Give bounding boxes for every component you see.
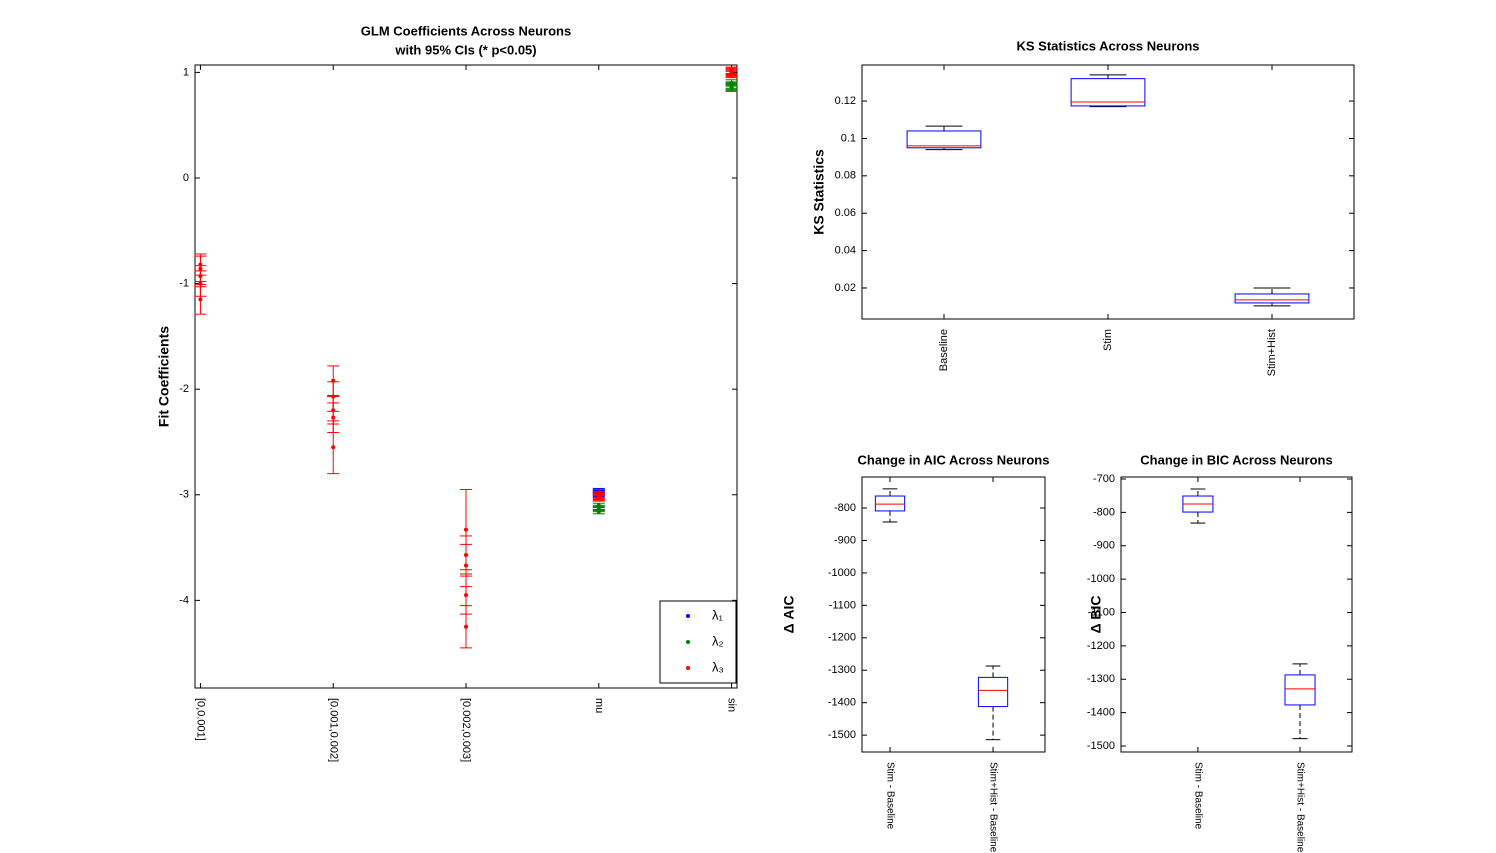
- x-tick-label: Stim: [1102, 329, 1114, 351]
- legend-label: λ₃: [712, 659, 724, 674]
- y-tick-label: -4: [179, 594, 189, 606]
- point: [198, 297, 203, 302]
- box: [1070, 78, 1146, 107]
- y-tick-label: -2: [179, 383, 189, 395]
- y-tick-label: -1300: [1087, 673, 1115, 685]
- y-tick-label: -1200: [828, 632, 856, 644]
- x-tick-label: [0.002,0.003]: [460, 698, 472, 762]
- y-tick-label: -700: [1093, 473, 1115, 485]
- y-tick-label: -1100: [1088, 606, 1115, 618]
- y-tick-label: 0: [183, 172, 189, 184]
- x-tick-label: Stim+Hist - Baseline: [1294, 762, 1305, 853]
- y-axis-label: Δ BIC: [1088, 595, 1104, 633]
- point: [729, 80, 734, 85]
- y-axis-label: KS Statistics: [811, 149, 827, 235]
- plot-area: [861, 476, 1046, 753]
- x-tick-label: Baseline: [938, 329, 950, 371]
- y-tick-label: 0.02: [835, 282, 856, 294]
- y-tick-label: -800: [1093, 506, 1115, 518]
- plot-area: [1120, 476, 1353, 753]
- box: [1234, 293, 1310, 304]
- box: [874, 495, 906, 512]
- box: [977, 676, 1009, 708]
- y-tick-label: -1500: [1087, 740, 1115, 752]
- box: [1284, 674, 1316, 706]
- y-tick-label: -800: [834, 502, 856, 514]
- chart-title: Change in AIC Across Neurons: [858, 452, 1050, 467]
- y-tick-label: -900: [834, 534, 856, 546]
- y-tick-label: -1000: [1087, 573, 1115, 585]
- box: [906, 130, 982, 149]
- y-tick-label: 0.06: [835, 207, 856, 219]
- x-tick-label: Stim+Hist - Baseline: [987, 762, 998, 853]
- point: [464, 563, 468, 568]
- y-tick-label: -1500: [828, 729, 856, 741]
- chart-subtitle: with 95% CIs (* p<0.05): [394, 42, 536, 57]
- legend-marker: [686, 614, 690, 618]
- point: [331, 415, 336, 420]
- point: [596, 509, 601, 514]
- point: [729, 68, 734, 73]
- y-tick-label: -900: [1093, 540, 1115, 552]
- x-tick-label: Stim - Baseline: [884, 762, 895, 830]
- legend-marker: [686, 666, 690, 670]
- y-tick-label: -1200: [1087, 640, 1115, 652]
- y-tick-label: 1: [183, 66, 189, 78]
- chart-title: GLM Coefficients Across Neurons: [361, 23, 571, 38]
- point: [464, 593, 468, 598]
- y-tick-label: -1100: [829, 599, 856, 611]
- point: [464, 624, 468, 629]
- y-tick-label: 0.12: [835, 95, 856, 107]
- plot-area: [861, 64, 1355, 320]
- y-tick-label: -1400: [1087, 707, 1115, 719]
- x-tick-label: sin: [726, 698, 738, 712]
- legend-label: λ₂: [712, 633, 724, 648]
- y-tick-label: 0.08: [835, 170, 856, 182]
- point: [596, 495, 601, 500]
- legend-box: [659, 600, 737, 684]
- y-axis-label: Δ AIC: [781, 595, 797, 633]
- y-tick-label: -1400: [828, 697, 856, 709]
- y-tick-label: -1300: [828, 664, 856, 676]
- y-tick-label: 0.04: [835, 245, 856, 257]
- x-tick-label: Stim+Hist: [1266, 329, 1278, 376]
- y-tick-label: -1000: [828, 567, 856, 579]
- y-tick-label: 0.1: [841, 132, 856, 144]
- y-tick-label: -1: [179, 277, 189, 289]
- legend-label: λ₁: [712, 607, 724, 622]
- y-axis-label: Fit Coefficients: [156, 326, 172, 427]
- y-tick-label: -3: [179, 489, 189, 501]
- x-tick-label: [0.001,0.002]: [327, 698, 339, 762]
- x-tick-label: Stim - Baseline: [1192, 762, 1203, 830]
- chart-title: Change in BIC Across Neurons: [1140, 452, 1332, 467]
- x-tick-label: mu: [593, 698, 605, 713]
- chart-title: KS Statistics Across Neurons: [1016, 38, 1199, 53]
- legend-marker: [686, 640, 690, 644]
- point: [331, 445, 336, 450]
- x-tick-label: [0,0.001]: [195, 698, 207, 741]
- point: [464, 527, 468, 532]
